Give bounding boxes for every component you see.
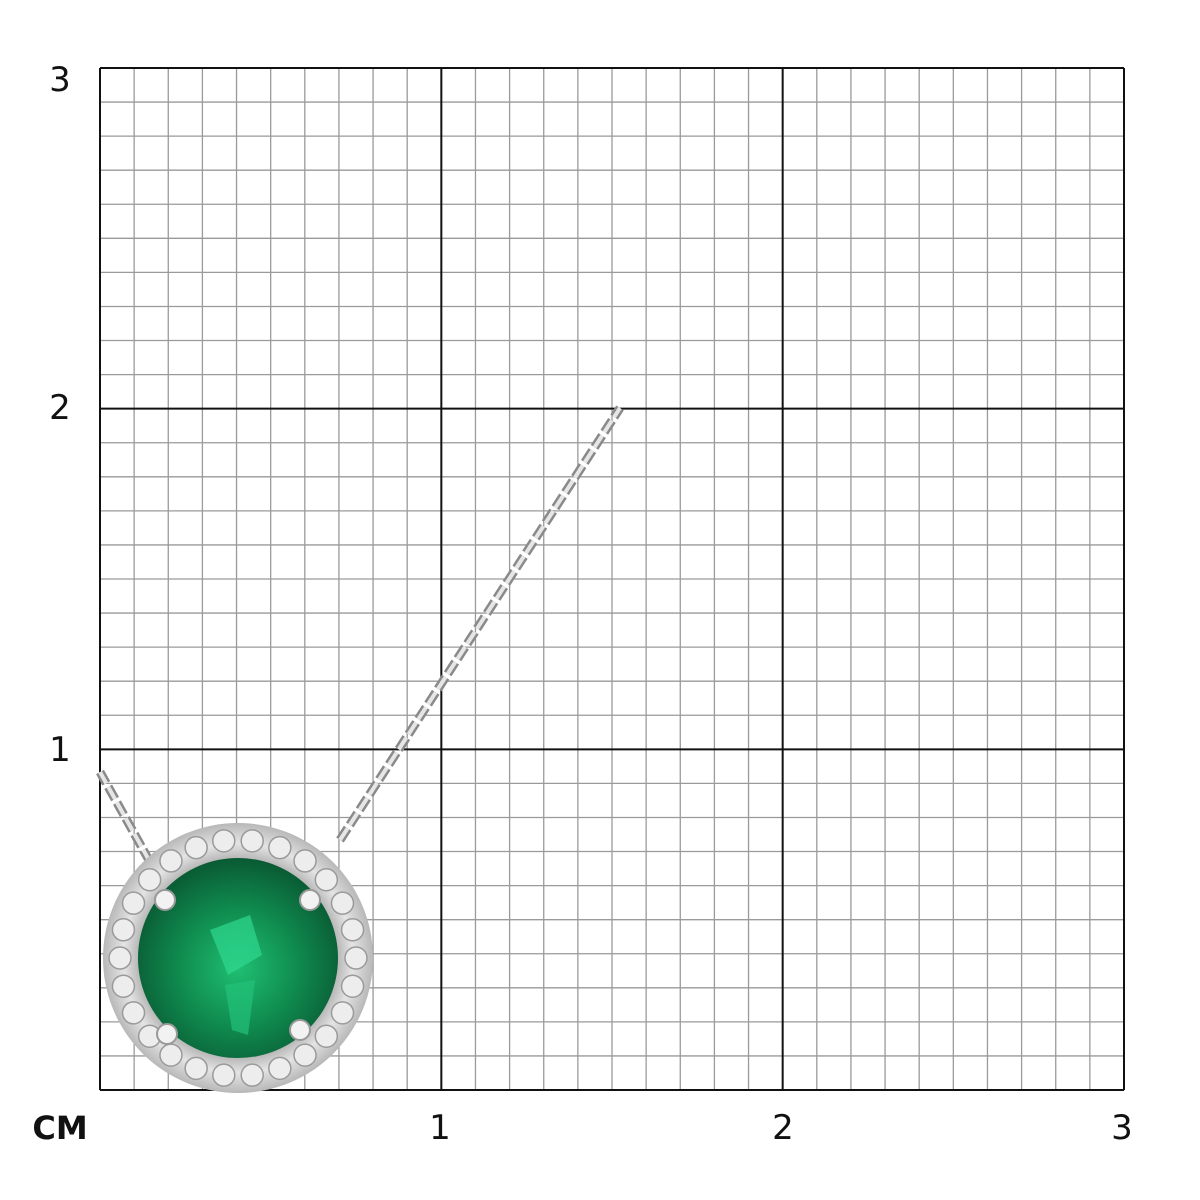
- halo-diamond: [212, 1063, 236, 1087]
- halo-diamond: [344, 946, 368, 970]
- halo-diamond: [184, 835, 208, 860]
- x-tick-1: 1: [429, 1108, 451, 1148]
- halo-diamond: [121, 1001, 146, 1025]
- halo-diamond: [268, 835, 292, 860]
- unit-label: CM: [32, 1109, 88, 1147]
- x-tick-3: 3: [1111, 1108, 1133, 1148]
- halo-diamond: [111, 974, 136, 998]
- halo-diamond: [340, 918, 365, 942]
- necklace-chain: [96, 405, 624, 865]
- halo-diamond: [314, 1024, 339, 1048]
- halo-diamond: [137, 868, 162, 892]
- halo-diamond: [111, 918, 136, 942]
- x-tick-2: 2: [772, 1108, 794, 1148]
- halo-diamond: [293, 849, 317, 873]
- halo-diamond: [212, 829, 236, 853]
- halo-diamond: [330, 891, 355, 915]
- halo-diamond: [184, 1056, 208, 1081]
- halo-diamond: [330, 1001, 355, 1025]
- halo-diamond: [268, 1056, 292, 1081]
- halo-diamond: [240, 1063, 264, 1087]
- pendant: [103, 823, 373, 1093]
- halo-diamond: [108, 946, 132, 970]
- halo-diamond: [340, 974, 365, 998]
- halo-diamond: [293, 1043, 317, 1067]
- halo-diamond: [159, 849, 183, 873]
- y-tick-3: 3: [49, 60, 71, 100]
- halo-diamonds: [108, 829, 368, 1087]
- y-tick-2: 2: [49, 388, 71, 428]
- halo-diamond: [314, 868, 339, 892]
- y-tick-1: 1: [49, 730, 71, 770]
- halo-diamond: [240, 829, 264, 853]
- halo-diamond: [121, 891, 146, 915]
- halo-diamond: [159, 1043, 183, 1067]
- major-grid-lines: [99, 67, 1125, 1091]
- minor-grid-lines: [100, 68, 1124, 1090]
- prongs: [154, 889, 321, 1045]
